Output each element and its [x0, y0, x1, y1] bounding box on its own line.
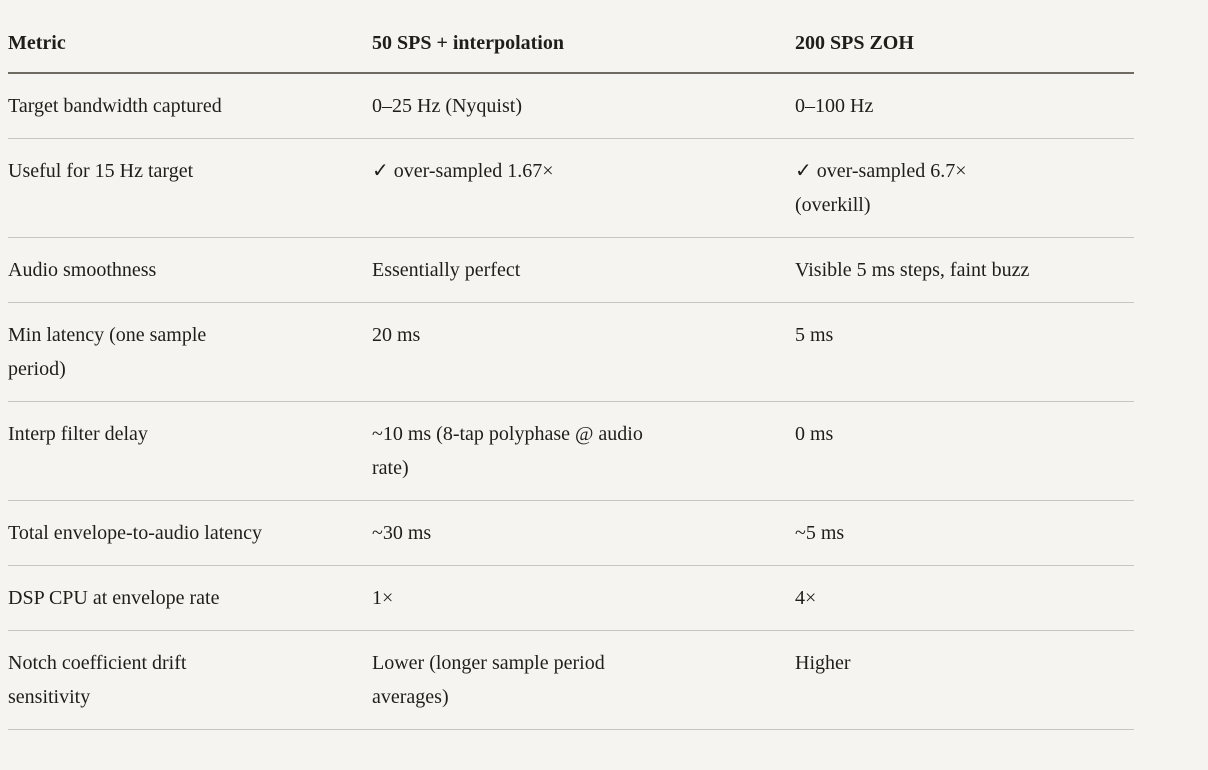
- value-cell: 0 ms: [795, 401, 1134, 501]
- value-cell: 4×: [795, 565, 1134, 631]
- value-cell: Essentially perfect: [372, 237, 795, 303]
- value-cell: 5 ms: [795, 302, 1134, 402]
- value-cell: Higher: [795, 630, 1134, 730]
- table-row: Target bandwidth captured 0–25 Hz (Nyquis…: [8, 73, 1134, 139]
- value-cell: 20 ms: [372, 302, 795, 402]
- comparison-table: Metric 50 SPS + interpolation 200 SPS ZOH …: [8, 0, 1134, 730]
- table-row: Audio smoothness Essentially perfect Visib…: [8, 237, 1134, 303]
- column-header: 200 SPS ZOH: [795, 0, 1134, 74]
- value-cell: ✓ over-sampled 6.7× (overkill): [795, 138, 1134, 238]
- column-header: 50 SPS + interpolation: [372, 0, 795, 74]
- metric-cell: Target bandwidth captured: [8, 73, 372, 139]
- table-row: Useful for 15 Hz target ✓ over-sampled 1.…: [8, 138, 1134, 238]
- value-cell: ~10 ms (8-tap polyphase @ audio rate): [372, 401, 795, 501]
- value-cell: Visible 5 ms steps, faint buzz: [795, 237, 1134, 303]
- header-row: Metric 50 SPS + interpolation 200 SPS ZOH: [8, 0, 1134, 74]
- value-cell: ~5 ms: [795, 500, 1134, 566]
- metric-cell: DSP CPU at envelope rate: [8, 565, 372, 631]
- table-row: Interp filter delay ~10 ms (8-tap polypha…: [8, 401, 1134, 501]
- value-cell: 0–100 Hz: [795, 73, 1134, 139]
- value-cell: ✓ over-sampled 1.67×: [372, 138, 795, 238]
- table-row: Min latency (one sample period) 20 ms 5 ms: [8, 302, 1134, 402]
- metric-cell: Notch coefficient drift sensitivity: [8, 630, 372, 730]
- metric-cell: Audio smoothness: [8, 237, 372, 303]
- metric-cell: Min latency (one sample period): [8, 302, 372, 402]
- table-row: DSP CPU at envelope rate 1× 4×: [8, 565, 1134, 631]
- metric-cell: Interp filter delay: [8, 401, 372, 501]
- table-row: Total envelope-to-audio latency ~30 ms ~5 …: [8, 500, 1134, 566]
- table-row: Notch coefficient drift sensitivity Lower…: [8, 630, 1134, 730]
- value-cell: ~30 ms: [372, 500, 795, 566]
- value-cell: 0–25 Hz (Nyquist): [372, 73, 795, 139]
- value-cell: 1×: [372, 565, 795, 631]
- metric-cell: Useful for 15 Hz target: [8, 138, 372, 238]
- column-header: Metric: [8, 0, 372, 74]
- value-cell: Lower (longer sample period averages): [372, 630, 795, 730]
- metric-cell: Total envelope-to-audio latency: [8, 500, 372, 566]
